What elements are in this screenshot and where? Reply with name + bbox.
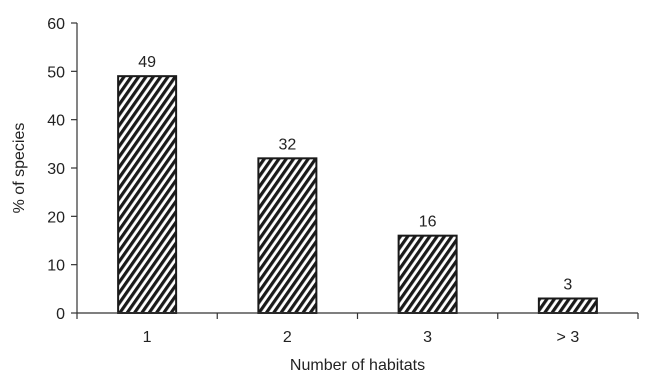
y-axis-title: % of species <box>11 123 28 214</box>
x-tick-label: 2 <box>283 329 292 346</box>
bar-data-label: 3 <box>563 277 572 294</box>
bar-data-label: 16 <box>419 214 437 231</box>
y-tick-label: 10 <box>47 258 65 275</box>
y-tick-label: 30 <box>47 161 65 178</box>
y-axis-ticks: 0 10 20 30 40 50 60 <box>47 16 77 323</box>
y-tick-label: 20 <box>47 209 65 226</box>
x-tick-label: > 3 <box>557 329 580 346</box>
x-tick-label: 1 <box>143 329 152 346</box>
bar <box>257 157 318 314</box>
bars: 49 32 16 3 <box>117 54 598 315</box>
x-axis-title: Number of habitats <box>290 357 425 374</box>
x-axis-ticks: 1 2 3 > 3 <box>76 313 639 346</box>
y-tick-label: 0 <box>56 306 65 323</box>
y-tick-label: 40 <box>47 113 65 130</box>
bar <box>117 75 178 314</box>
bar <box>397 234 458 315</box>
y-tick-label: 50 <box>47 64 65 81</box>
bar-data-label: 32 <box>278 136 296 153</box>
bar <box>537 297 598 314</box>
bar-data-label: 49 <box>138 54 156 71</box>
x-tick-label: 3 <box>423 329 432 346</box>
y-tick-label: 60 <box>47 16 65 33</box>
